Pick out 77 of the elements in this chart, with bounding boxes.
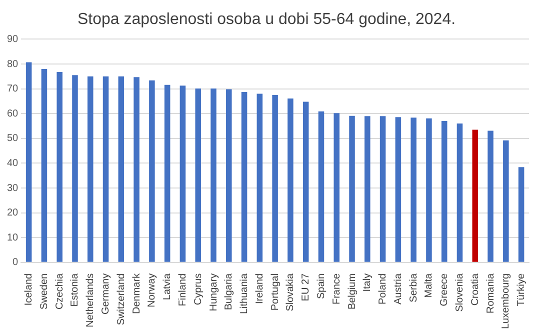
x-tick-label: Ireland (254, 273, 266, 304)
bar (302, 102, 309, 262)
y-tick-label: 30 (7, 182, 19, 194)
x-tick-label: Hungary (208, 273, 220, 312)
x-tick-label: Finland (177, 273, 188, 306)
bar (102, 76, 109, 262)
bar (364, 116, 370, 262)
y-tick-label: 20 (7, 208, 19, 219)
bar (456, 124, 463, 262)
bar (318, 111, 324, 262)
bar (87, 76, 94, 262)
x-tick-label: Spain (316, 273, 327, 299)
bar (518, 167, 524, 262)
bar (472, 130, 478, 262)
y-tick-label: 80 (7, 58, 19, 70)
x-tick-label: Cyprus (192, 273, 204, 306)
x-tick-label: Belgium (346, 273, 358, 310)
bar (56, 72, 62, 262)
bar (272, 95, 278, 262)
bar (226, 89, 232, 262)
x-tick-label: Denmark (131, 272, 142, 314)
bar (410, 118, 416, 262)
x-tick-label: Türkiye (516, 272, 528, 306)
bar (349, 116, 355, 262)
x-tick-label: Bulgaria (224, 272, 235, 310)
y-tick-label: 40 (7, 158, 19, 169)
x-tick-label: Poland (378, 273, 389, 305)
bar (395, 117, 402, 262)
x-tick-label: Romania (485, 272, 496, 314)
y-tick-label: 50 (7, 133, 19, 144)
bar (503, 140, 509, 262)
bar (41, 68, 48, 262)
y-tick-label: 60 (7, 108, 19, 120)
x-tick-label: France (331, 272, 342, 305)
x-tick-label: Austria (392, 272, 404, 305)
x-tick-label: Iceland (24, 273, 35, 306)
x-tick-label: Netherlands (85, 273, 96, 328)
x-tick-label: Serbia (408, 272, 420, 302)
x-tick-label: Sweden (38, 273, 50, 310)
x-tick-label: EU 27 (300, 272, 312, 302)
bar (195, 88, 201, 262)
x-tick-label: Luxembourg (500, 273, 512, 330)
y-tick-label: 90 (7, 34, 19, 45)
bar (380, 116, 386, 262)
x-tick-label: Norway (146, 273, 158, 308)
y-tick-label: 0 (12, 257, 19, 268)
chart-title: Stopa zaposlenosti osoba u dobi 55-64 godine, 2024. (77, 11, 456, 28)
bar (180, 86, 186, 262)
x-tick-label: Slovenia (454, 272, 466, 312)
bar (256, 94, 263, 262)
bar (441, 121, 448, 262)
x-tick-label: Switzerland (116, 273, 127, 326)
x-tick-label: Greece (439, 272, 450, 306)
bar (134, 77, 140, 262)
bar (210, 88, 216, 262)
x-tick-label: Lithuania (239, 272, 250, 314)
x-tick-label: Italy (362, 273, 374, 292)
bar (241, 92, 248, 262)
x-tick-label: Portugal (270, 273, 281, 311)
x-tick-label: Slovakia (285, 272, 296, 312)
bar (149, 80, 155, 262)
bar (72, 75, 78, 262)
x-tick-label: Czechia (54, 272, 66, 310)
y-tick-label: 70 (7, 84, 19, 95)
x-tick-label: Estonia (70, 272, 81, 307)
bar (26, 62, 32, 262)
bar (164, 84, 170, 262)
y-tick-label: 10 (7, 232, 19, 244)
bar (288, 98, 294, 262)
bar (426, 118, 432, 262)
x-tick-label: Latvia (162, 272, 174, 300)
bar (488, 130, 494, 262)
x-tick-label: Croatia (470, 272, 481, 306)
x-tick-label: Malta (424, 272, 435, 298)
bar (118, 76, 124, 262)
x-tick-label: Germany (100, 273, 112, 315)
bar (334, 113, 340, 262)
